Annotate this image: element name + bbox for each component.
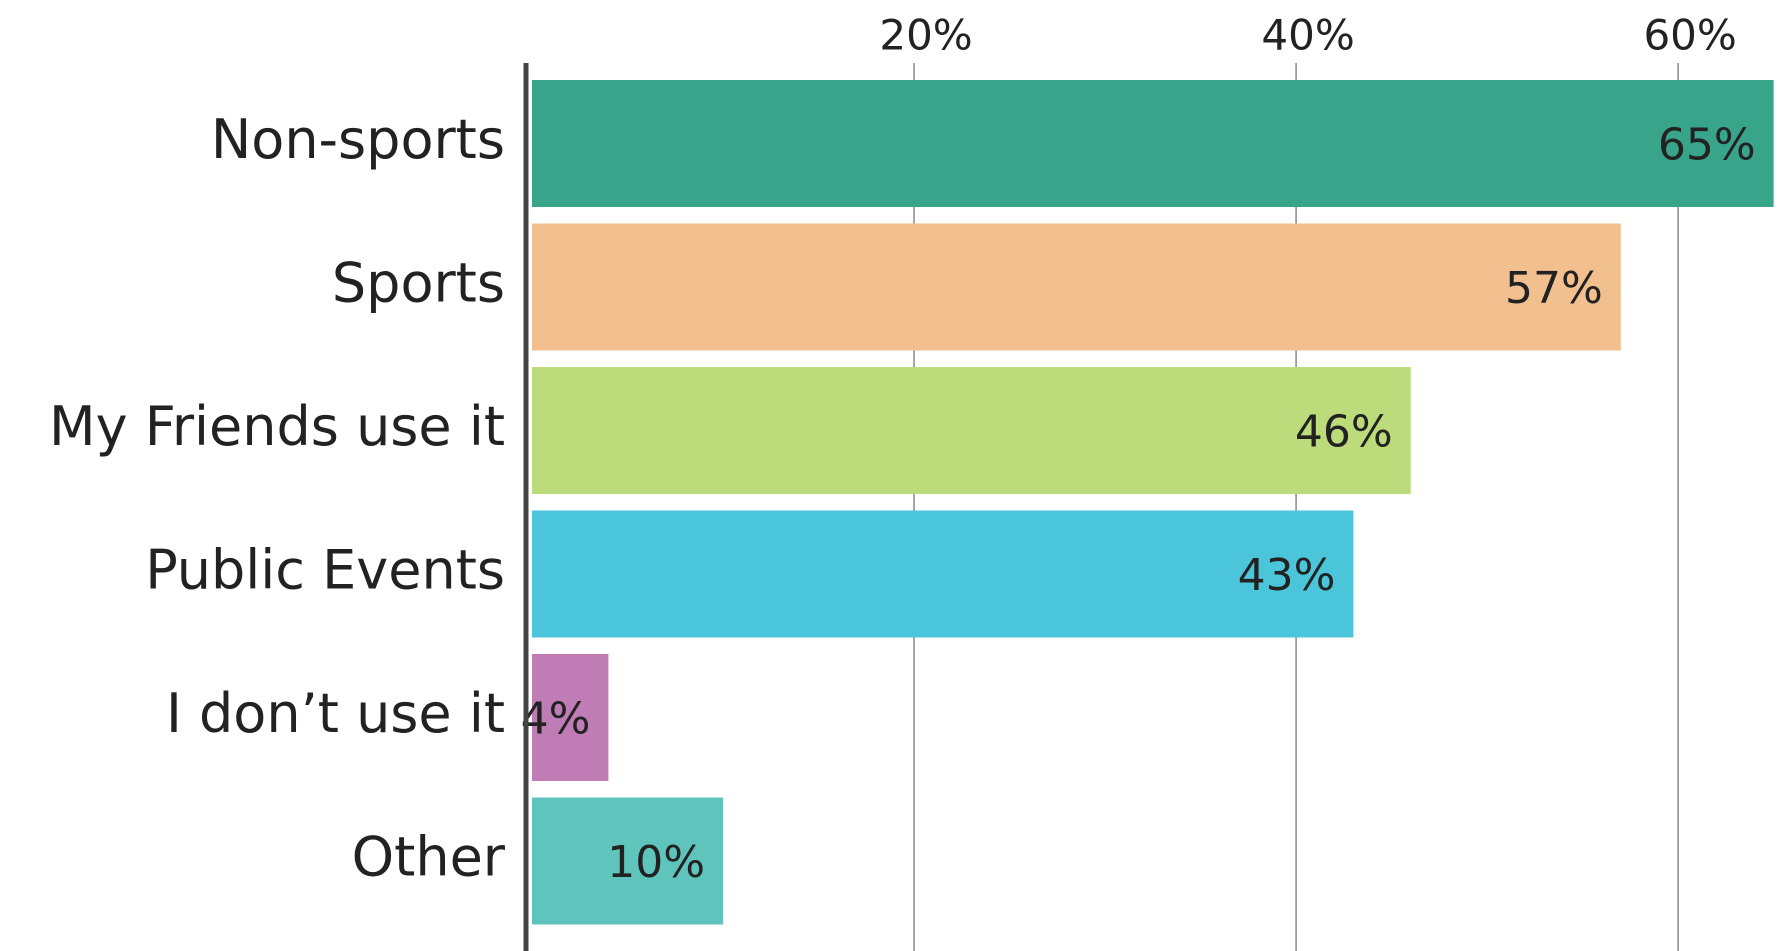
category-label: My Friends use it [49, 395, 505, 458]
value-label: 43% [1238, 550, 1336, 601]
bar [532, 80, 1774, 207]
value-label: 46% [1295, 407, 1393, 458]
category-label: Sports [332, 252, 505, 315]
value-label: 4% [521, 694, 591, 745]
category-label: Non-sports [211, 108, 505, 171]
x-tick-label: 40% [1261, 11, 1354, 60]
bar [532, 510, 1354, 638]
bar [532, 797, 724, 925]
category-label: I don’t use it [166, 682, 505, 745]
bar [532, 223, 1621, 351]
value-label: 10% [607, 837, 705, 888]
x-tick-label: 20% [879, 11, 972, 60]
category-label: Other [352, 826, 506, 889]
bar [532, 367, 1411, 494]
x-tick-label: 60% [1643, 11, 1736, 60]
value-label: 57% [1505, 263, 1603, 314]
bar [532, 654, 609, 781]
category-label: Public Events [145, 539, 505, 602]
value-label: 65% [1658, 120, 1756, 171]
